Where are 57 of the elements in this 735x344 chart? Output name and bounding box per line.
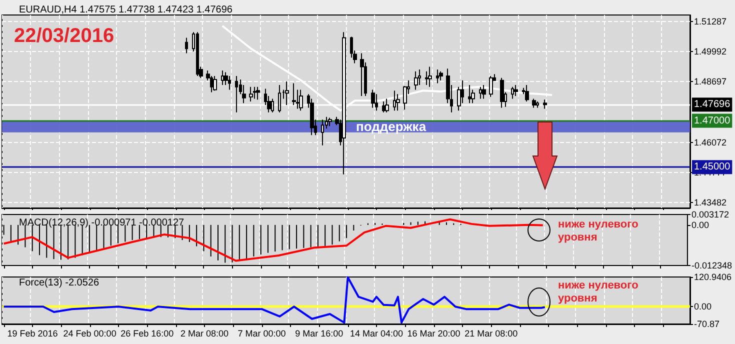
candlestick: [253, 86, 256, 100]
annotation: 22/03/2016: [14, 25, 114, 47]
candlestick: [249, 86, 253, 102]
x-tick-label: 24 Feb 00:00: [63, 328, 116, 338]
y-tick-label: 0.00: [694, 302, 712, 312]
candlestick: [482, 84, 486, 100]
y-tick-label: 1.48697: [694, 76, 727, 86]
x-tick-label: 2 Mar 08:00: [180, 328, 228, 338]
y-tick-label: -0.012348: [691, 260, 732, 270]
candlestick: [532, 98, 536, 108]
candlestick: [310, 98, 314, 136]
chart-title: EURAUD,H4 1.47575 1.47738 1.47423 1.47696: [19, 4, 233, 16]
y-tick-label: 1.49992: [694, 46, 727, 56]
y-tick-label: 1.43482: [694, 197, 727, 208]
y-tick-label: -70.87: [694, 319, 720, 329]
ref-line-label: 1.47000: [694, 115, 731, 126]
candlestick: [468, 84, 471, 104]
x-tick-label: 26 Feb 16:00: [120, 328, 174, 338]
candlestick: [196, 32, 199, 77]
candlestick: [228, 76, 231, 90]
x-tick-label: 19 Feb 2016: [7, 328, 58, 338]
band-label: поддержка: [356, 119, 427, 134]
x-tick-label: 9 Mar 16:00: [295, 328, 344, 338]
x-tick-label: 7 Mar 00:00: [238, 328, 286, 338]
candlestick: [256, 86, 260, 100]
candlestick: [224, 72, 228, 86]
candlestick: [382, 101, 385, 113]
ref-line-label: 1.47696: [694, 99, 731, 110]
candlestick: [292, 82, 296, 106]
candlestick: [235, 76, 238, 113]
x-tick-label: 14 Mar 04:00: [350, 328, 403, 338]
candlestick: [543, 99, 547, 110]
chart-title: MACD(12,26,9) -0.000971 -0.000127: [19, 218, 185, 228]
x-tick-label: 21 Mar 08:00: [464, 328, 518, 338]
candlestick: [500, 77, 504, 108]
candlestick: [185, 37, 188, 54]
candlestick: [425, 70, 428, 86]
candlestick: [514, 84, 518, 96]
candlestick: [328, 117, 332, 127]
candlestick: [439, 70, 443, 81]
candlestick: [360, 52, 364, 96]
ref-line-label: 1.45000: [694, 162, 731, 173]
candlestick: [511, 86, 514, 100]
y-tick-label: 1.46072: [694, 137, 727, 148]
y-tick-label: 120.9406: [694, 272, 732, 282]
y-tick-label: 0.00: [691, 220, 709, 230]
y-tick-label: 1.51287: [694, 16, 727, 26]
candlestick: [375, 94, 378, 112]
annotation: ниже нулевого уровня: [558, 280, 642, 304]
y-tick-label: 0.003172: [691, 210, 730, 220]
candlestick: [479, 86, 482, 100]
x-tick-label: 16 Mar 20:00: [407, 328, 460, 338]
candlestick: [436, 69, 439, 84]
candlestick: [371, 89, 375, 108]
annotation: ниже нулевого уровня: [558, 218, 642, 244]
candlestick: [525, 84, 529, 102]
chart-title: Force(13) -2.0526: [19, 278, 100, 288]
